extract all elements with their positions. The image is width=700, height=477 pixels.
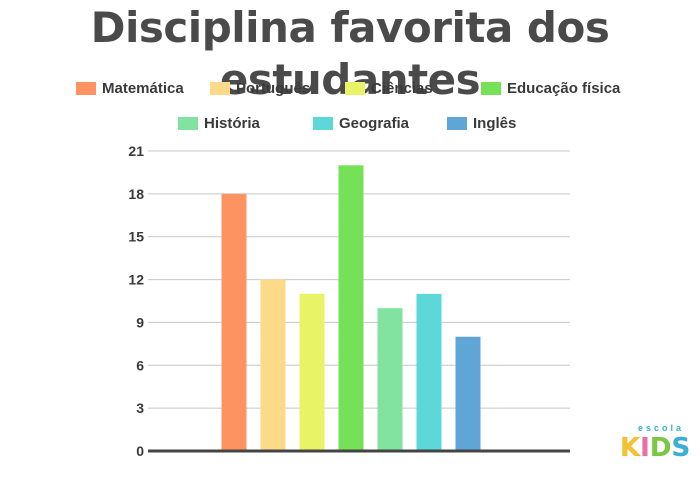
y-tick-label: 6 (136, 357, 144, 373)
y-tick-label: 12 (128, 272, 144, 288)
logo-letter: K (619, 433, 641, 464)
legend-item: Geografia (313, 115, 409, 132)
chart-title: Disciplina favorita dos estudantes (90, 3, 610, 104)
logo-letters: K I D S (619, 433, 691, 464)
legend-label: Geografia (339, 115, 410, 132)
bar-4 (377, 308, 403, 451)
y-tick-label: 0 (136, 443, 144, 459)
bar-5 (416, 293, 442, 451)
legend-swatch (76, 82, 96, 95)
y-tick-label: 9 (136, 314, 144, 330)
logo-letter: S (671, 433, 691, 464)
legend-item: Português (210, 80, 310, 97)
logo-letter: D (649, 433, 672, 464)
legend-label: História (204, 115, 260, 132)
y-tick-label: 18 (128, 186, 144, 202)
legend-item: Ciências (345, 80, 433, 97)
legend-label: Inglês (473, 115, 517, 132)
legend-item: Inglês (447, 115, 516, 132)
legend-item: Matemática (76, 80, 184, 97)
legend-swatch (178, 117, 198, 130)
legend-label: Educação física (507, 80, 621, 97)
legend-label: Português (236, 80, 311, 97)
y-tick-label: 3 (136, 400, 144, 416)
logo-letter: I (640, 433, 651, 464)
legend-item: História (178, 115, 260, 132)
bar-0 (221, 193, 247, 451)
legend-swatch (345, 82, 365, 95)
escola-kids-logo: escola K I D S (619, 423, 694, 471)
legend-swatch (481, 82, 501, 95)
legend-swatch (210, 82, 230, 95)
bar-6 (455, 336, 481, 451)
logo-small-text: escola (637, 423, 685, 433)
y-tick-label: 15 (128, 229, 144, 245)
legend-label: Matemática (102, 80, 184, 97)
bar-2 (299, 293, 325, 451)
legend-label: Ciências (371, 80, 433, 97)
legend-swatch (313, 117, 333, 130)
legend-item: Educação física (481, 80, 620, 97)
bar-1 (260, 279, 286, 451)
y-tick-label: 21 (128, 143, 144, 159)
legend-swatch (447, 117, 467, 130)
bar-3 (338, 165, 364, 452)
